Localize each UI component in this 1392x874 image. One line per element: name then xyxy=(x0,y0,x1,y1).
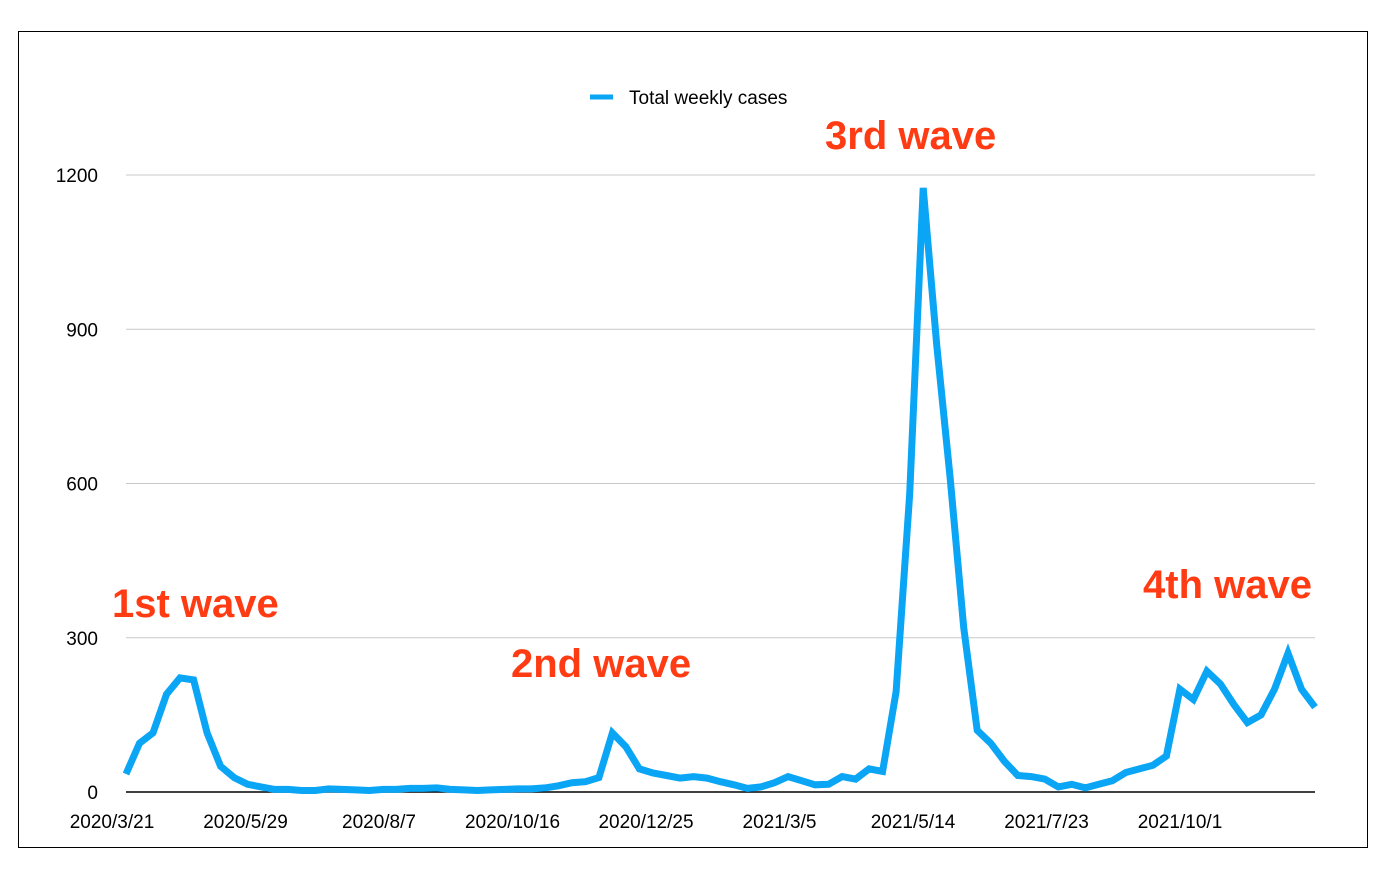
x-axis-tick-labels: 2020/3/21 2020/5/29 2020/8/7 2020/10/16 2020… xyxy=(70,812,1223,833)
y-tick-label-300: 300 xyxy=(66,629,98,650)
y-tick-label-600: 600 xyxy=(66,475,98,496)
gridlines xyxy=(126,174,1315,639)
annotation-4th-wave: 4th wave xyxy=(1143,563,1312,607)
annotation-1st-wave: 1st wave xyxy=(112,582,279,626)
y-tick-label-0: 0 xyxy=(87,783,98,804)
y-tick-label-900: 900 xyxy=(66,320,98,341)
annotation-2nd-wave: 2nd wave xyxy=(511,642,691,686)
x-tick-label-5: 2021/3/5 xyxy=(743,812,817,833)
series-lines xyxy=(122,187,1318,795)
x-tick-label-8: 2021/10/1 xyxy=(1138,812,1223,833)
series-line-0 xyxy=(122,187,1318,795)
y-tick-label-1200: 1200 xyxy=(56,166,98,187)
legend-label: Total weekly cases xyxy=(629,88,787,109)
legend: Total weekly cases xyxy=(590,88,787,109)
x-tick-label-7: 2021/7/23 xyxy=(1004,812,1089,833)
x-tick-label-6: 2021/5/14 xyxy=(871,812,956,833)
annotation-3rd-wave: 3rd wave xyxy=(825,114,996,158)
x-tick-label-2: 2020/8/7 xyxy=(342,812,416,833)
y-axis-tick-labels: 0 300 600 900 1200 xyxy=(56,166,98,804)
wave-annotations: 1st wave 2nd wave 3rd wave 4th wave xyxy=(112,114,1312,686)
x-tick-label-3: 2020/10/16 xyxy=(465,812,560,833)
x-tick-label-0: 2020/3/21 xyxy=(70,812,155,833)
line-chart: 0 300 600 900 1200 2020/3/21 2020/5/29 2020/8/… xyxy=(56,88,1318,833)
chart-frame: 0 300 600 900 1200 2020/3/21 2020/5/29 2020/8/… xyxy=(18,31,1368,848)
x-tick-label-1: 2020/5/29 xyxy=(203,812,288,833)
x-tick-label-4: 2020/12/25 xyxy=(598,812,693,833)
